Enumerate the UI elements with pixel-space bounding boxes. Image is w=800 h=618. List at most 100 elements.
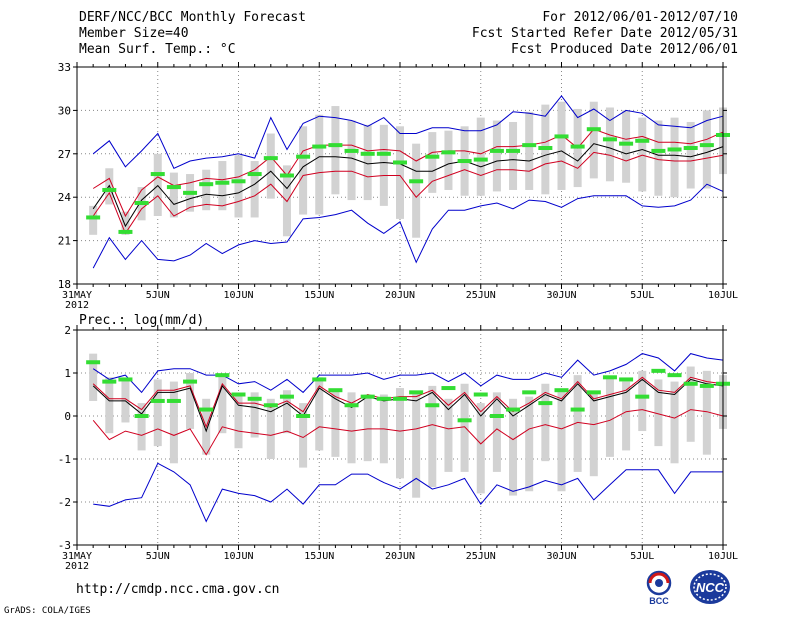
temp-spread-box xyxy=(250,161,259,218)
prec-spread-box xyxy=(686,366,695,442)
forecast-produced-date: Fcst Produced Date 2012/06/01 xyxy=(511,42,738,57)
temp-obs-marker xyxy=(699,143,714,148)
temp-obs-marker xyxy=(489,148,504,153)
prec-obs-marker xyxy=(296,414,311,418)
prec-spread-box xyxy=(331,390,340,457)
prec-obs-marker xyxy=(473,392,488,397)
temp-obs-marker xyxy=(102,187,117,192)
temp-outer-upper-line xyxy=(92,95,724,169)
temp-spread-box xyxy=(315,114,324,215)
prec-obs-marker xyxy=(554,388,569,393)
prec-spread-box xyxy=(444,398,453,472)
prec-spread-box xyxy=(702,370,711,455)
prec-obs-marker xyxy=(215,373,230,378)
prec-obs-marker xyxy=(651,368,666,373)
prec-spread-box xyxy=(250,392,259,438)
prec-xtick-label: 20JUN xyxy=(385,551,415,562)
prec-obs-marker xyxy=(393,396,407,401)
temp-obs-marker xyxy=(86,215,101,220)
temp-xtick-label: 10JUL xyxy=(708,290,738,301)
prec-spread-box xyxy=(137,403,146,451)
temp-spread-box xyxy=(492,120,501,192)
temp-ytick-label: 27 xyxy=(58,148,71,161)
temp-spread-box xyxy=(347,120,356,201)
temp-obs-marker xyxy=(296,154,311,159)
header-left: DERF/NCC/BCC Monthly Forecast Member Size… xyxy=(79,10,306,58)
prec-obs-marker xyxy=(635,394,650,399)
temp-obs-marker xyxy=(473,157,488,162)
temp-spread-box xyxy=(654,120,663,196)
prec-ytick-label: 1 xyxy=(64,367,71,380)
temp-inner-lower-line xyxy=(92,151,724,235)
temp-ytick-label: 24 xyxy=(58,191,72,204)
prec-obs-marker xyxy=(279,394,294,399)
temp-spread-box xyxy=(266,133,275,199)
temp-obs-marker xyxy=(360,151,375,156)
temp-obs-marker xyxy=(328,143,343,148)
temp-spread-box xyxy=(299,126,308,215)
prec-spread-box xyxy=(218,375,227,434)
temp-obs-marker xyxy=(635,138,650,143)
ncc-logo-text: NCC xyxy=(696,580,725,595)
prec-panel-title: Prec.: log(mm/d) xyxy=(79,313,204,328)
prec-obs-marker xyxy=(441,386,456,391)
prec-obs-marker xyxy=(538,401,553,406)
prec-spread-box xyxy=(573,375,582,472)
prec-ytick-label: -2 xyxy=(58,496,71,509)
prec-obs-marker xyxy=(102,379,117,384)
prec-spread-box xyxy=(428,385,437,487)
temp-spread-box xyxy=(670,117,679,198)
temp-obs-marker xyxy=(215,180,230,185)
prec-xtick-label: 30JUN xyxy=(546,551,576,562)
prec-spread-box xyxy=(412,392,421,498)
prec-inner-upper-line xyxy=(92,376,724,429)
prec-obs-marker xyxy=(506,407,521,412)
prec-spread-box xyxy=(638,370,647,432)
temp-spread-box xyxy=(428,132,437,193)
prec-ytick-label: 2 xyxy=(64,324,71,337)
temp-spread-box xyxy=(525,111,534,190)
temp-spread-box xyxy=(169,172,178,218)
prec-ytick-label: 0 xyxy=(64,410,71,423)
temp-obs-marker xyxy=(683,146,698,151)
temp-obs-marker xyxy=(586,127,601,132)
temp-spread-box xyxy=(444,130,453,190)
prec-obs-marker xyxy=(457,418,472,423)
temp-spread-box xyxy=(363,124,372,201)
prec-spread-box xyxy=(589,392,598,477)
temp-obs-marker xyxy=(393,160,407,165)
prec-obs-marker xyxy=(150,398,165,403)
temp-obs-marker xyxy=(376,151,391,156)
temp-obs-marker xyxy=(312,144,327,149)
prec-obs-marker xyxy=(344,403,359,408)
temp-obs-marker xyxy=(199,182,214,187)
temp-year-label: 2012 xyxy=(65,300,89,311)
precipitation-panel: -3 -2 -1 0 1 2 31MAY 5JUN 10JUN 15JUN 20JUN 25JUN 30… xyxy=(58,313,738,572)
temp-obs-marker xyxy=(150,172,165,177)
grads-credit: GrADS: COLA/IGES xyxy=(4,606,91,616)
temp-spread-box xyxy=(89,205,98,235)
prec-spread-box xyxy=(363,394,372,462)
prec-ytick-label: -3 xyxy=(58,539,71,552)
temp-obs-marker xyxy=(651,148,666,153)
temp-spread-box xyxy=(202,169,211,211)
temp-obs-marker xyxy=(457,159,472,164)
temp-xtick-label: 5JUN xyxy=(146,290,170,301)
prec-obs-marker xyxy=(183,379,198,384)
prec-obs-marker xyxy=(699,383,714,388)
prec-spread-box xyxy=(541,383,550,462)
prec-obs-marker xyxy=(667,373,682,378)
temp-spread-box xyxy=(331,106,340,195)
prec-obs-marker xyxy=(360,394,375,399)
prec-spread-box xyxy=(186,373,195,429)
temp-spread-box xyxy=(702,110,711,189)
member-size: Member Size=40 xyxy=(79,26,189,41)
footer-url-link[interactable]: http://cmdp.ncc.cma.gov.cn xyxy=(76,582,280,597)
prec-spread-box xyxy=(492,392,501,472)
prec-obs-marker xyxy=(522,390,537,395)
prec-outer-lower-line xyxy=(93,462,723,523)
prec-spread-box xyxy=(525,396,534,492)
temp-ytick-label: 30 xyxy=(58,104,71,117)
prec-obs-marker xyxy=(619,377,634,382)
